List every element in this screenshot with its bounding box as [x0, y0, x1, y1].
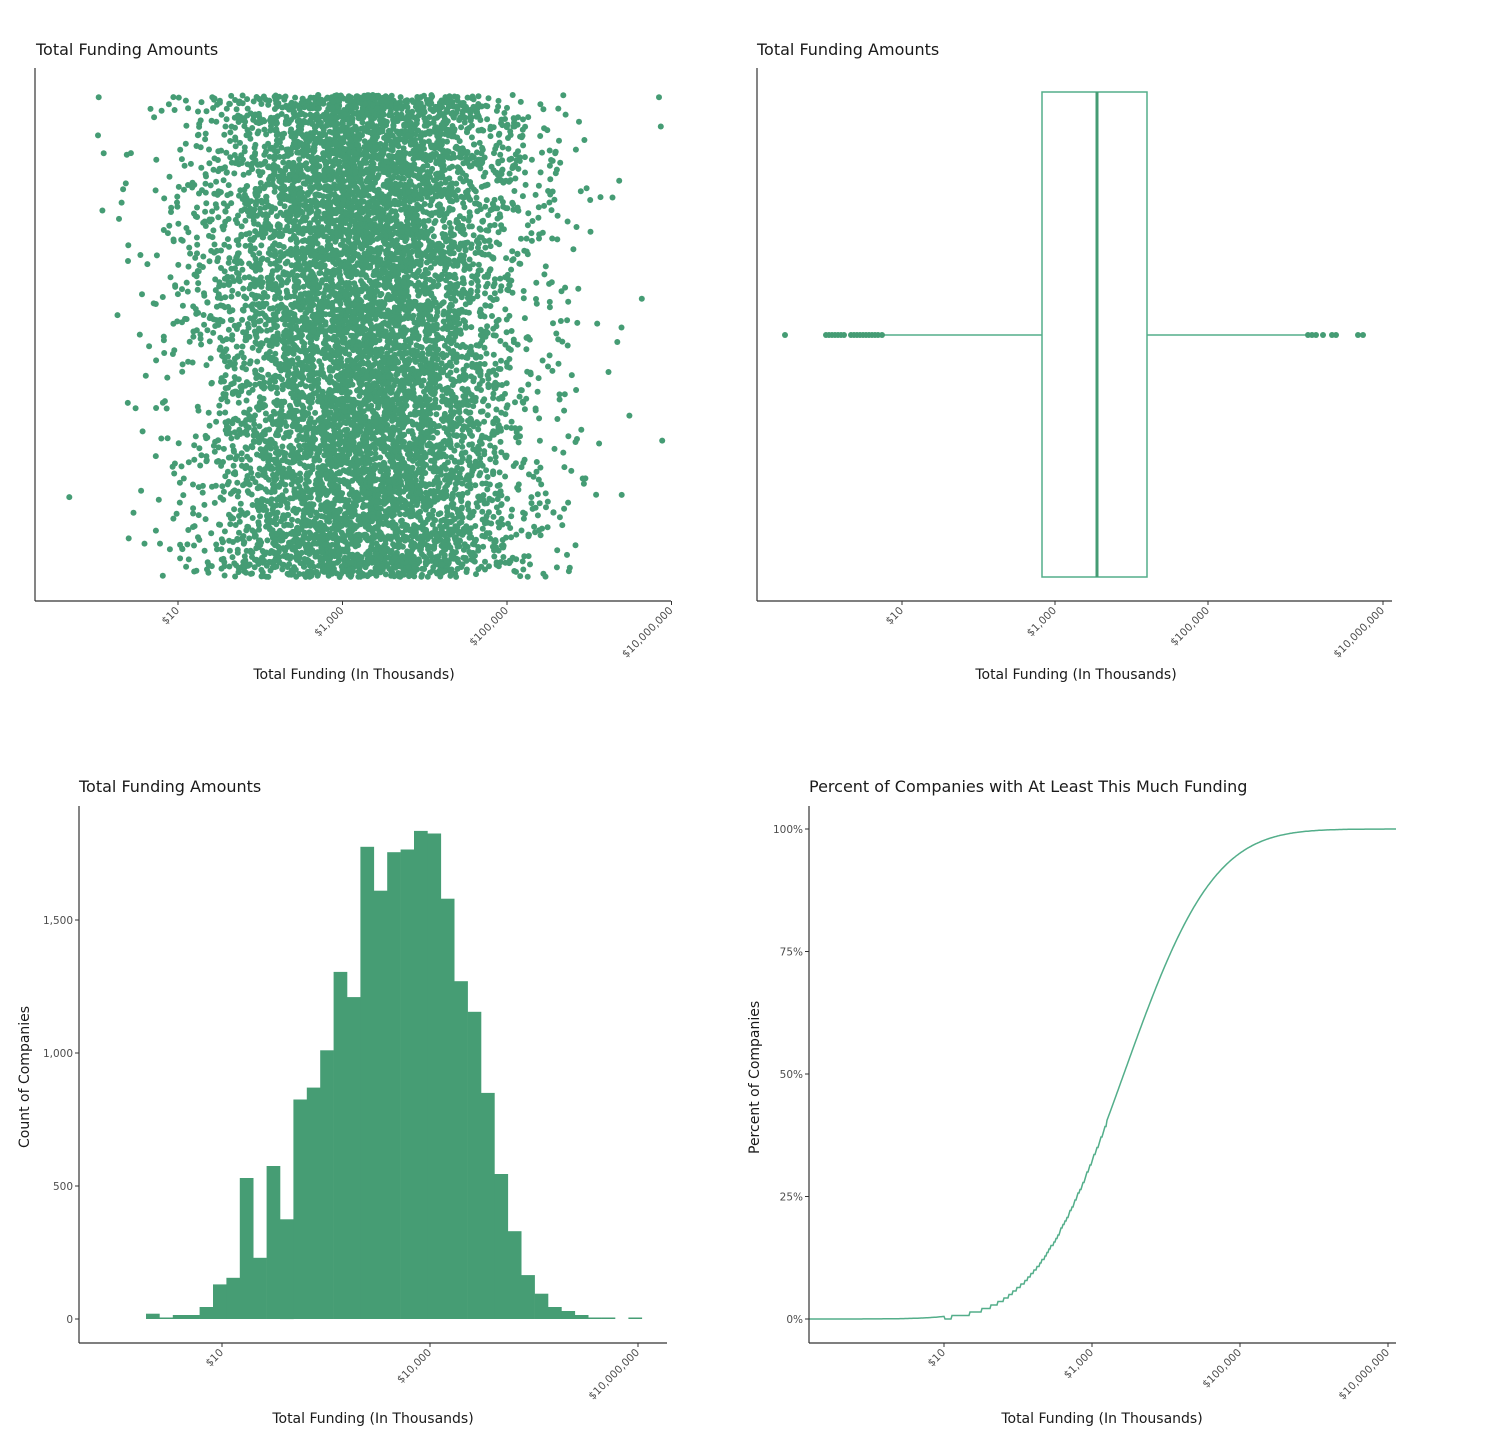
y-tick-label: 0%	[786, 1314, 803, 1326]
boxplot-plot-area: $10 $1,000 $100,000 $10,000,000	[756, 68, 1392, 660]
y-tick-label: 0	[66, 1314, 73, 1326]
x-tick-label: $10,000,000	[1336, 1347, 1392, 1403]
histogram-bar	[239, 1178, 254, 1319]
histogram-bar	[213, 1284, 227, 1319]
histogram-bar	[293, 1099, 308, 1319]
histogram-bar	[548, 1307, 562, 1319]
histogram-bar	[360, 846, 375, 1319]
histogram-bars	[146, 830, 643, 1320]
x-tick-label: $1,000	[1062, 1347, 1096, 1381]
histogram-bar	[347, 997, 361, 1319]
scatter-plot-area: $10 $1,000 $100,000 $10,000,000	[34, 68, 676, 660]
scatter-points	[66, 92, 666, 580]
ecdf-y-axis: 0% 25% 50% 75% 100%	[773, 806, 810, 1343]
histogram-bar	[387, 852, 401, 1319]
boxplot-outliers	[782, 332, 1366, 338]
x-tick-label: $10	[925, 1347, 948, 1370]
y-tick-label: 75%	[780, 947, 803, 959]
histogram-bar	[440, 898, 455, 1319]
y-tick-label: 100%	[773, 824, 803, 836]
histogram-x-axis-label: Total Funding (In Thousands)	[272, 1411, 474, 1427]
ecdf-x-axis-label: Total Funding (In Thousands)	[1001, 1411, 1203, 1427]
histogram-bar	[146, 1313, 160, 1319]
histogram-bar	[628, 1317, 643, 1319]
histogram-bar	[306, 1087, 321, 1319]
ecdf-x-axis: $10 $1,000 $100,000 $10,000,000	[809, 1342, 1396, 1403]
histogram-bar	[320, 1050, 334, 1319]
y-tick-label: 1,500	[43, 915, 73, 927]
histogram-bar	[226, 1277, 241, 1319]
histogram-bar	[253, 1257, 267, 1319]
y-tick-label: 500	[53, 1181, 73, 1193]
boxplot-shape	[878, 91, 1308, 578]
ecdf-line	[809, 828, 1396, 1320]
ecdf-title: Percent of Companies with At Least This …	[809, 777, 1248, 796]
histogram-bar	[561, 1311, 576, 1319]
boxplot-x-axis-label: Total Funding (In Thousands)	[975, 667, 1177, 683]
histogram-bar	[414, 830, 428, 1319]
y-tick-label: 50%	[780, 1069, 803, 1081]
y-tick-label: 25%	[780, 1192, 803, 1204]
histogram-bar	[534, 1293, 549, 1319]
histogram-bar	[266, 1166, 281, 1319]
histogram-title: Total Funding Amounts	[79, 777, 262, 796]
histogram-bar	[574, 1315, 589, 1319]
y-tick-label: 1,000	[43, 1048, 73, 1060]
iqr-box	[1041, 91, 1148, 578]
histogram-bar	[186, 1315, 200, 1319]
histogram-bar	[481, 1092, 495, 1319]
histogram-y-axis: 0 500 1,000 1,500	[43, 806, 80, 1343]
boxplot-panel: Total Funding Amounts $10 $1,000 $100,000 $…	[756, 40, 1392, 683]
histogram-bar	[172, 1315, 187, 1319]
histogram-bar	[588, 1317, 602, 1319]
histogram-bar	[400, 849, 415, 1319]
histogram-bar	[280, 1219, 294, 1320]
histogram-bar	[159, 1317, 174, 1319]
boxplot-title: Total Funding Amounts	[757, 40, 940, 59]
scatter-x-axis-label: Total Funding (In Thousands)	[253, 667, 455, 683]
histogram-bar	[521, 1275, 535, 1319]
scatter-panel: Total Funding Amounts $10 $1,000 $100,000 $…	[0, 0, 744, 727]
histogram-bar	[601, 1317, 616, 1319]
histogram-panel: Total Funding Amounts Count of Companies…	[17, 777, 667, 1427]
x-tick-label: $100,000	[1200, 1347, 1244, 1391]
histogram-bar	[199, 1307, 214, 1319]
histogram-bar	[427, 833, 442, 1319]
histogram-bar	[507, 1231, 522, 1319]
histogram-bar	[373, 890, 388, 1319]
histogram-bar	[333, 971, 348, 1319]
histogram-bar	[454, 981, 468, 1319]
histogram-bar	[494, 1174, 509, 1319]
scatter-title: Total Funding Amounts	[36, 40, 219, 59]
histogram-bar	[467, 1011, 482, 1319]
